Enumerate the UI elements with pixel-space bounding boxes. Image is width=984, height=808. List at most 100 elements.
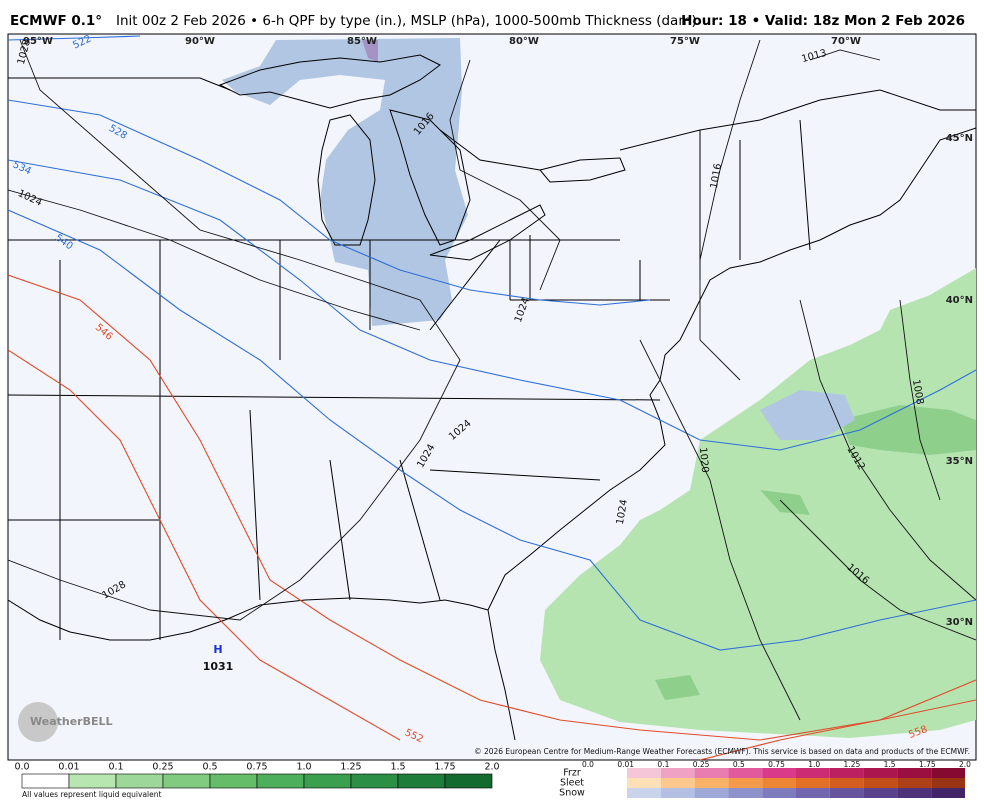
ptype-scale-swatch bbox=[897, 788, 932, 798]
rain-scale-swatch bbox=[444, 773, 493, 789]
ptype-scale-swatch bbox=[627, 788, 661, 798]
state-borders bbox=[8, 119, 811, 640]
rain-scale-swatch bbox=[115, 773, 164, 789]
ptype-scale-swatch bbox=[762, 768, 796, 778]
ptype-scale-tick: 1.25 bbox=[844, 760, 861, 769]
latitude-label: 45°N bbox=[946, 133, 973, 144]
ptype-scale-swatch bbox=[931, 778, 965, 788]
rain-scale-swatch bbox=[21, 773, 70, 789]
ptype-scale-tick: 0.5 bbox=[733, 760, 745, 769]
map-line bbox=[8, 189, 421, 331]
geography bbox=[8, 54, 976, 741]
ptype-scale-swatch bbox=[660, 768, 695, 778]
map-line bbox=[699, 699, 976, 760]
ptype-scale-swatch bbox=[796, 768, 830, 778]
ptype-scale-tick: 0.0 bbox=[582, 760, 594, 769]
isobar-label: 1016 bbox=[709, 163, 724, 190]
ptype-scale-swatch bbox=[627, 768, 661, 778]
ptype-scale-swatch bbox=[660, 788, 695, 798]
logo-text: WeatherBELL bbox=[30, 715, 113, 728]
copyright: © 2026 European Centre for Medium-Range … bbox=[474, 747, 970, 756]
latitude-label: 35°N bbox=[946, 456, 973, 467]
isobar-label: 1020 bbox=[697, 447, 710, 473]
ptype-scale-swatch bbox=[829, 788, 864, 798]
map-description: Init 00z 2 Feb 2026 • 6-h QPF by type (i… bbox=[116, 13, 697, 29]
ptype-scale-swatch bbox=[796, 788, 830, 798]
lake-superior bbox=[218, 54, 441, 109]
ptype-scale-tick: 0.75 bbox=[768, 760, 785, 769]
lake-huron bbox=[389, 109, 471, 246]
ptype-row-label: Snow bbox=[559, 788, 585, 799]
ptype-scale-swatch bbox=[897, 778, 932, 788]
rain-area-heavier bbox=[840, 405, 976, 455]
rain-scale-tick: 1.25 bbox=[340, 762, 361, 773]
map-line bbox=[8, 274, 976, 741]
ptype-scale-tick: 1.5 bbox=[884, 760, 896, 769]
map-line bbox=[8, 209, 976, 651]
ptype-row-label: Frzr bbox=[563, 768, 581, 779]
latitude-label: 40°N bbox=[946, 295, 973, 306]
rain-area-heavier bbox=[655, 675, 700, 700]
rain-scale-tick: 0.25 bbox=[152, 762, 173, 773]
map-element bbox=[8, 35, 976, 760]
lake-michigan bbox=[317, 114, 376, 246]
map: H 1031 WeatherBELL © 2026 European Centr… bbox=[7, 33, 977, 761]
latitude-label: 30°N bbox=[946, 617, 973, 628]
ptype-scale-swatch bbox=[931, 788, 965, 798]
map-line bbox=[449, 59, 561, 291]
ptype-scale-swatch bbox=[863, 778, 898, 788]
ptype-scale-tick: 0.1 bbox=[657, 760, 669, 769]
coastline bbox=[8, 597, 489, 641]
map-line bbox=[8, 35, 141, 41]
ptype-scale-tick: 1.0 bbox=[808, 760, 820, 769]
rain-scale-swatch bbox=[303, 773, 352, 789]
longitude-label: 80°W bbox=[509, 36, 539, 47]
high-pressure-symbol: H bbox=[213, 643, 222, 656]
rain-scale-swatch bbox=[68, 773, 117, 789]
lake-erie bbox=[429, 204, 546, 261]
mixed-area bbox=[760, 390, 855, 440]
rain-scale-swatch bbox=[397, 773, 446, 789]
canada-border bbox=[8, 77, 976, 171]
map-line bbox=[639, 339, 801, 721]
isobar-label: 1024 bbox=[615, 499, 630, 526]
map-line bbox=[8, 349, 401, 741]
ptype-scale-swatch bbox=[762, 788, 796, 798]
ptype-scale-tick: 0.25 bbox=[693, 760, 710, 769]
valid-time: Hour: 18 • Valid: 18z Mon 2 Feb 2026 bbox=[681, 13, 965, 29]
ptype-scale-swatch bbox=[694, 788, 729, 798]
ptype-scale-swatch bbox=[829, 778, 864, 788]
high-pressure-value: 1031 bbox=[203, 660, 234, 673]
rain-scale-tick: 1.0 bbox=[296, 762, 311, 773]
ptype-scale-swatch bbox=[660, 778, 695, 788]
ptype-row-label: Sleet bbox=[560, 778, 584, 789]
map-line bbox=[699, 39, 761, 381]
rain-scale-tick: 0.75 bbox=[246, 762, 267, 773]
ptype-scale-tick: 2.0 bbox=[959, 760, 971, 769]
ptype-scale-swatch bbox=[863, 768, 898, 778]
map-line bbox=[8, 159, 976, 451]
rain-scale-tick: 0.1 bbox=[108, 762, 123, 773]
rain-scale-swatch bbox=[209, 773, 258, 789]
longitude-label: 90°W bbox=[185, 36, 215, 47]
rain-scale-tick: 1.5 bbox=[390, 762, 405, 773]
logo-globe bbox=[18, 702, 58, 742]
ptype-scale-swatch bbox=[728, 778, 763, 788]
legend: 0.0 0.01 0.1 0.25 0.5 0.75 1.0 1.25 1.5 1.75 2.0 Al… bbox=[14, 760, 971, 799]
ptype-scale-tick: 0.01 bbox=[617, 760, 634, 769]
ptype-scale-swatch bbox=[762, 778, 796, 788]
map-line bbox=[8, 39, 461, 621]
model-label: ECMWF 0.1° bbox=[10, 13, 102, 29]
ptype-scale-swatch bbox=[694, 778, 729, 788]
ptype-scale-swatch bbox=[863, 788, 898, 798]
ptype-scale-swatch bbox=[627, 778, 661, 788]
ptype-scale-swatch bbox=[897, 768, 932, 778]
map-line bbox=[8, 99, 651, 306]
rain-scale-tick: 0.5 bbox=[202, 762, 217, 773]
ptype-scale-swatch bbox=[728, 768, 763, 778]
rain-scale-tick: 0.01 bbox=[58, 762, 79, 773]
ptype-scale-swatch bbox=[796, 778, 830, 788]
ptype-scale-tick: 1.75 bbox=[919, 760, 936, 769]
snow-area bbox=[362, 40, 378, 62]
map-line bbox=[809, 49, 881, 61]
